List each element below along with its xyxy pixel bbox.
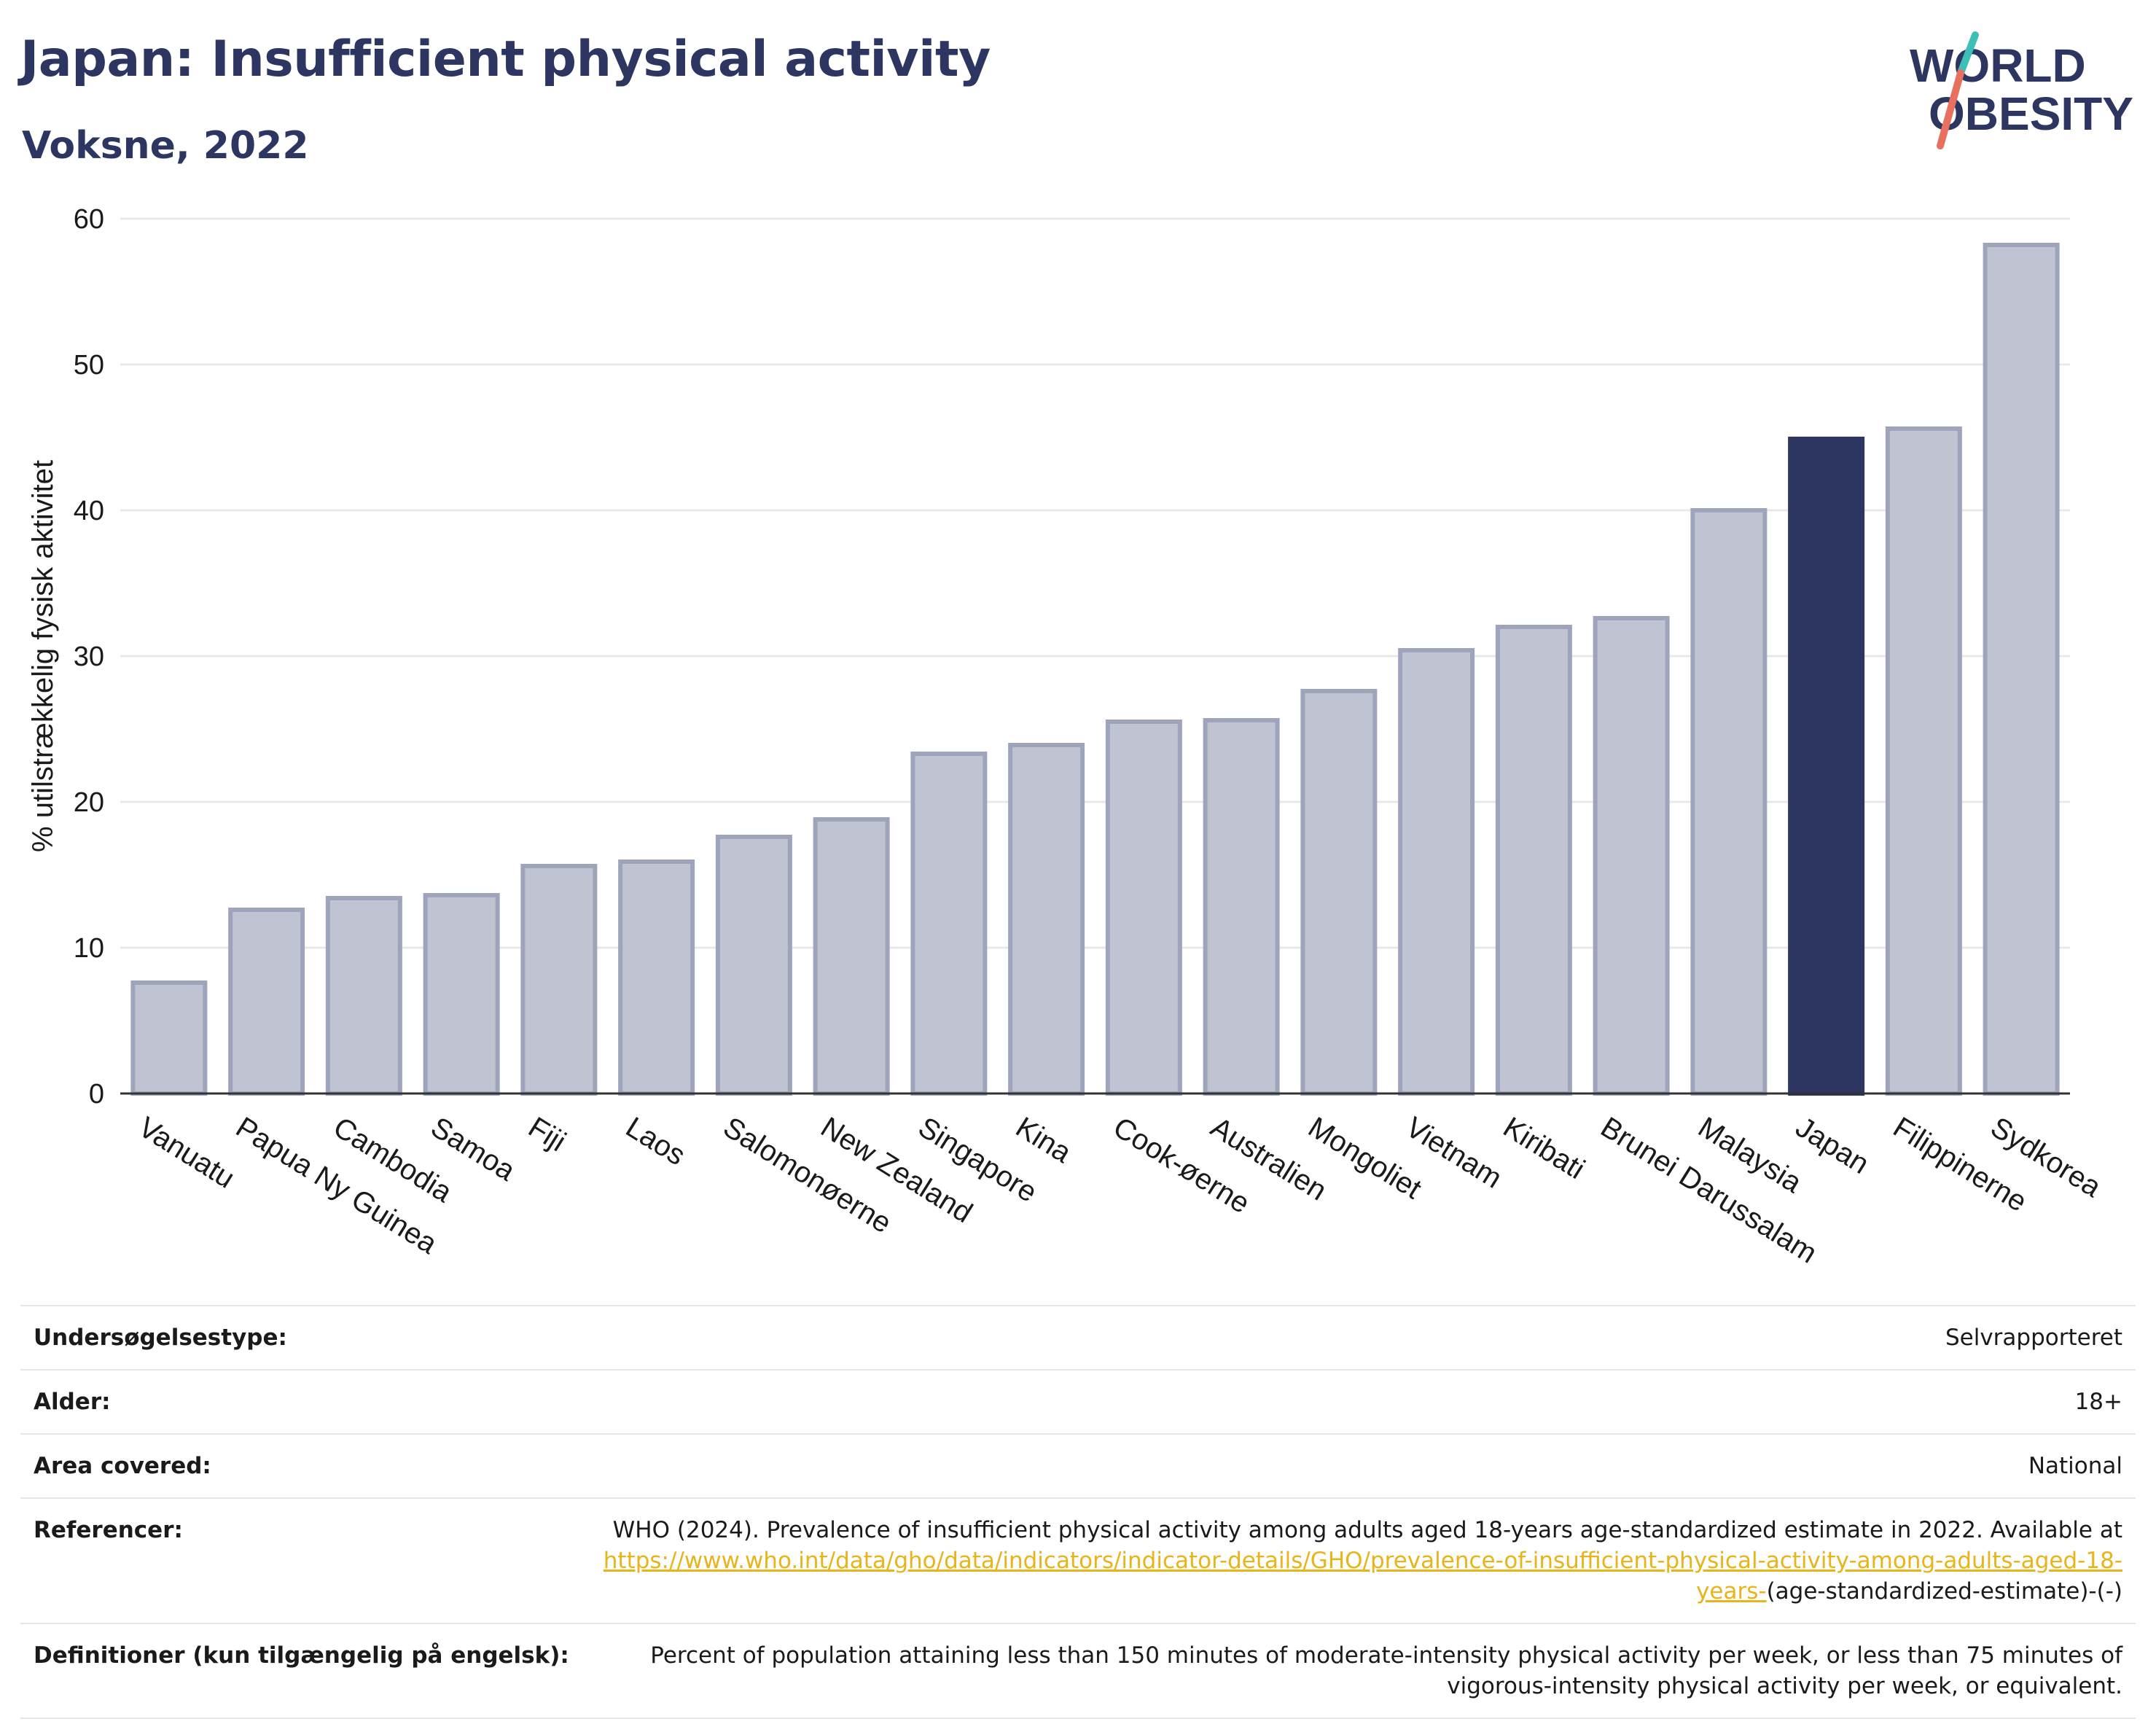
bar-vietnam[interactable] (1398, 648, 1475, 1096)
x-tick-label: Kiribati (1498, 1111, 1590, 1185)
x-tick-label: Vanuatu (133, 1111, 240, 1195)
meta-row-survey-type: Undersøgelsestype: Selvrapporteret (20, 1305, 2136, 1371)
logo-text-world: WORLD (1910, 39, 2086, 92)
meta-value: 18+ (582, 1369, 2136, 1435)
chart-title: Japan: Insufficient physical activity (20, 31, 991, 88)
meta-label: Definitioner (kun tilgængelig på engelsk… (20, 1623, 582, 1719)
bar-filippinerne[interactable] (1885, 426, 1962, 1096)
bar-new-zealand[interactable] (813, 817, 890, 1096)
meta-label: Undersøgelsestype: (20, 1305, 582, 1371)
bar-laos[interactable] (618, 859, 695, 1096)
logo-slash-coral (1937, 69, 1964, 149)
meta-row-definitions: Definitioner (kun tilgængelig på engelsk… (20, 1623, 2136, 1719)
bar-malaysia[interactable] (1690, 508, 1768, 1096)
x-tick-label: Salomonøerne (718, 1111, 897, 1239)
reference-link[interactable]: https://www.who.int/data/gho/data/indica… (603, 1548, 2122, 1605)
meta-value: WHO (2024). Prevalence of insufficient p… (582, 1497, 2136, 1624)
meta-row-age: Alder: 18+ (20, 1369, 2136, 1435)
world-obesity-logo: WORLD OBESITY (1910, 31, 2133, 149)
y-tick-label: 50 (74, 350, 104, 381)
meta-value: Percent of population attaining less tha… (582, 1623, 2136, 1719)
bar-australien[interactable] (1203, 718, 1280, 1096)
bar-cook-erne[interactable] (1105, 720, 1182, 1096)
meta-value: Selvrapporteret (582, 1305, 2136, 1371)
x-tick-label: Kina (1010, 1111, 1077, 1169)
grid-layer (120, 217, 2070, 1095)
bar-brunei-darussalam[interactable] (1593, 616, 1670, 1096)
y-axis-label: % utilstrækkelig fysisk aktivitet (27, 460, 59, 852)
y-tick-label: 10 (74, 933, 104, 964)
bar-japan[interactable] (1788, 437, 1865, 1096)
x-tick-label: Fiji (523, 1111, 571, 1158)
bar-mongoliet[interactable] (1300, 689, 1378, 1096)
bar-kina[interactable] (1008, 743, 1085, 1096)
meta-value: National (582, 1433, 2136, 1499)
bar-layer (130, 243, 2060, 1096)
meta-row-area: Area covered: National (20, 1433, 2136, 1499)
bar-vanuatu[interactable] (130, 980, 208, 1096)
bar-papua-ny-guinea[interactable] (228, 908, 305, 1096)
x-tick-label: Laos (620, 1111, 691, 1171)
reference-text-suffix: (age-standardized-estimate)-(-) (1766, 1578, 2122, 1605)
reference-text: WHO (2024). Prevalence of insufficient p… (612, 1517, 2122, 1543)
bar-fiji[interactable] (520, 864, 598, 1096)
logo-slash-teal (1957, 31, 1979, 77)
bar-kiribati[interactable] (1495, 625, 1572, 1096)
y-tick-label: 0 (89, 1079, 104, 1110)
bar-singapore[interactable] (910, 752, 988, 1096)
chart-subtitle: Voksne, 2022 (22, 124, 309, 168)
meta-label: Area covered: (20, 1433, 582, 1499)
bar-salomon-erne[interactable] (715, 835, 792, 1096)
metadata-table: Undersøgelsestype: Selvrapporteret Alder… (20, 1305, 2136, 1719)
y-tick-label: 20 (74, 787, 104, 818)
meta-row-references: Referencer: WHO (2024). Prevalence of in… (20, 1497, 2136, 1624)
y-tick-label: 30 (74, 642, 104, 672)
meta-label: Referencer: (20, 1497, 582, 1624)
y-tick-label: 60 (74, 204, 104, 235)
meta-label: Alder: (20, 1369, 582, 1435)
y-tick-label: 40 (74, 496, 104, 526)
logo-text-obesity: OBESITY (1929, 87, 2133, 140)
bar-samoa[interactable] (423, 893, 500, 1096)
bar-sydkorea[interactable] (1983, 243, 2060, 1096)
bar-cambodia[interactable] (325, 896, 402, 1096)
